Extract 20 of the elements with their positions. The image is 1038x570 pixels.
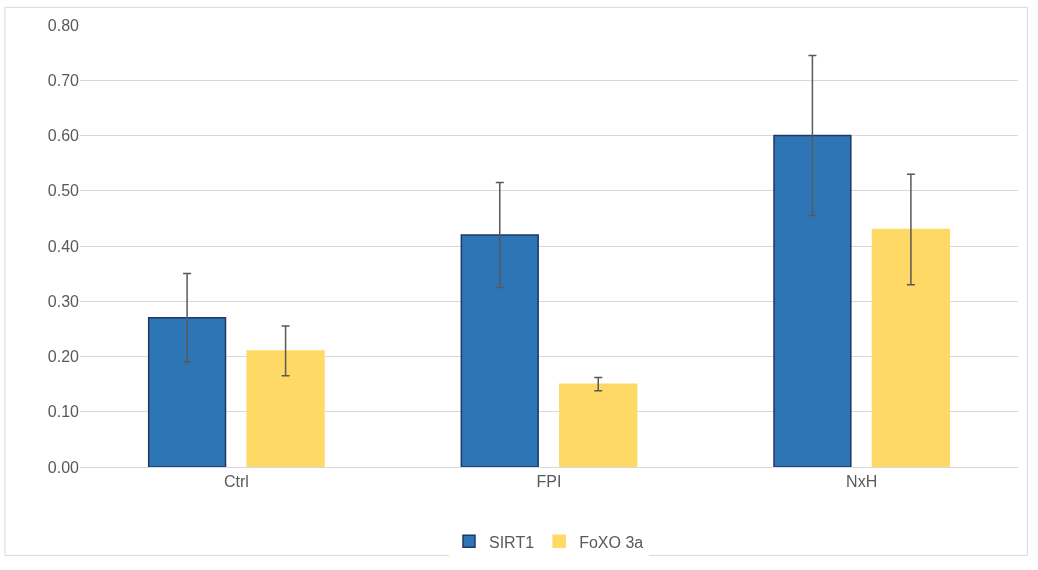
y-tick-label: 0.60 <box>47 127 80 145</box>
y-tick-label: 0.50 <box>47 182 80 200</box>
y-tick-label: 0.10 <box>47 403 80 421</box>
bar <box>246 350 325 467</box>
y-tick-label: 0.80 <box>47 16 80 34</box>
x-tick-label: NxH <box>846 473 878 491</box>
y-tick-label: 0.30 <box>47 292 80 310</box>
x-tick-label: Ctrl <box>223 473 249 491</box>
legend-label: SIRT1 <box>489 533 535 551</box>
x-tick-label: FPI <box>536 473 562 491</box>
y-tick-label: 0.00 <box>47 458 80 476</box>
y-tick-label: 0.20 <box>47 348 80 366</box>
y-tick-label: 0.70 <box>47 71 80 89</box>
legend-label: FoXO 3a <box>579 533 644 551</box>
y-tick-label: 0.40 <box>47 237 80 255</box>
bar <box>147 317 227 467</box>
bar <box>460 234 539 467</box>
bar <box>559 383 638 467</box>
bar <box>871 228 951 467</box>
bar <box>773 134 852 467</box>
